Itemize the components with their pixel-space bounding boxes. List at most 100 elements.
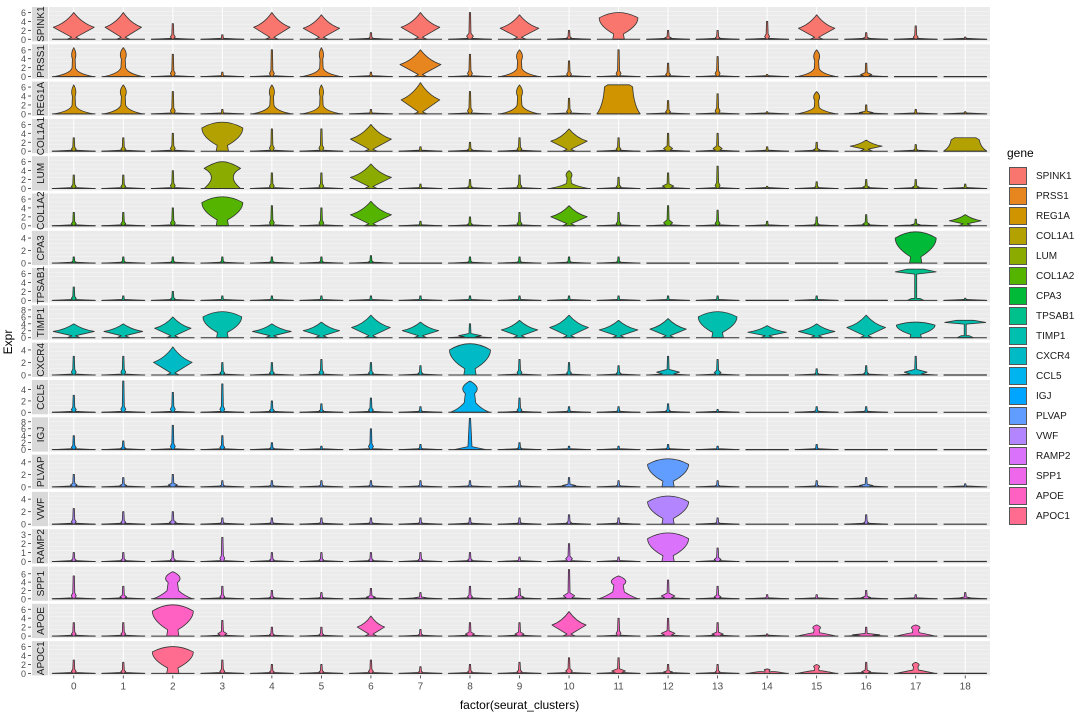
y-tick-label: 0 <box>21 557 26 567</box>
violin <box>598 319 639 339</box>
violin <box>51 435 96 450</box>
violin <box>497 442 542 450</box>
violin <box>398 406 443 413</box>
violin <box>695 409 740 413</box>
violin <box>596 176 641 189</box>
violin <box>794 368 839 376</box>
violin <box>695 547 740 562</box>
y-tick-label: 2 <box>21 138 26 148</box>
violin <box>447 295 493 301</box>
legend-swatch <box>1009 207 1027 225</box>
y-tick-label: 0 <box>21 371 26 381</box>
violin <box>299 626 344 637</box>
violin <box>348 552 393 562</box>
violin <box>646 100 691 115</box>
y-tick-label: 2 <box>21 358 26 368</box>
legend-item-vwf: VWF <box>1003 426 1074 446</box>
violin <box>101 295 146 301</box>
violin <box>546 543 592 562</box>
violin <box>398 592 443 600</box>
violin <box>150 550 195 562</box>
facet-ccl5: CCL5 0 24 <box>21 380 990 418</box>
x-tick-label: 17 <box>910 681 922 692</box>
legend-swatch <box>1009 247 1027 265</box>
violin <box>449 343 491 376</box>
violin <box>253 12 291 40</box>
legend-item-igj: IGJ <box>1003 386 1074 406</box>
violin <box>348 109 393 115</box>
violin <box>497 174 542 189</box>
violin <box>150 256 195 264</box>
x-tick-label: 7 <box>418 681 424 692</box>
violin <box>299 664 344 674</box>
violin <box>849 139 883 152</box>
y-tick-label: 8 <box>21 305 26 315</box>
y-tick-label: 4 <box>21 92 26 102</box>
violin <box>596 517 641 525</box>
violin <box>596 84 641 115</box>
violin <box>299 592 344 600</box>
y-tick-label: 6 <box>21 194 26 204</box>
legend-swatch <box>1009 407 1027 425</box>
violin <box>943 111 988 115</box>
violin <box>252 323 292 339</box>
violin <box>647 495 689 525</box>
violin <box>398 517 443 525</box>
violin <box>447 622 493 637</box>
violin <box>695 56 740 77</box>
violin <box>150 424 195 450</box>
violin <box>596 406 641 413</box>
legend-swatch <box>1009 507 1027 525</box>
legend-item-lum: LUM <box>1003 246 1074 266</box>
legend-swatch <box>1009 367 1027 385</box>
legend-item-cxcr4: CXCR4 <box>1003 346 1074 366</box>
violin <box>546 60 592 77</box>
violin <box>794 443 839 450</box>
y-tick-label: 2 <box>21 175 26 185</box>
violin <box>447 664 493 674</box>
legend-swatch <box>1009 447 1027 465</box>
violin <box>51 174 96 189</box>
violin <box>249 128 294 152</box>
violin <box>546 97 592 115</box>
violin <box>398 295 443 301</box>
violin <box>400 82 441 115</box>
violin <box>249 49 294 77</box>
violin <box>794 216 839 227</box>
violin <box>646 355 691 376</box>
violin <box>500 319 539 339</box>
y-tick-label: 4 <box>21 345 26 355</box>
violin <box>646 205 691 227</box>
violin <box>497 480 542 488</box>
violin <box>596 137 641 152</box>
violin <box>200 362 245 376</box>
violin <box>398 552 443 562</box>
y-tick-label: 4 <box>21 385 26 395</box>
violin <box>943 483 988 488</box>
strip-label: RAMP2 <box>36 529 47 564</box>
strip-label: COL1A1 <box>36 116 47 155</box>
violin <box>894 268 937 301</box>
violin <box>51 473 96 488</box>
y-tick-label: 0 <box>21 632 26 642</box>
violin <box>299 256 344 264</box>
violin <box>200 536 245 562</box>
violin <box>794 406 839 413</box>
violin <box>551 611 587 637</box>
violin <box>101 137 146 152</box>
legend-item-tpsab1: TPSAB1 <box>1003 306 1074 326</box>
violin <box>499 84 540 115</box>
legend-label: SPINK1 <box>1036 170 1072 182</box>
y-tick-label: 6 <box>21 642 26 652</box>
violin <box>150 291 195 301</box>
y-tick-label: 2 <box>21 507 26 517</box>
y-tick-label: 4 <box>21 278 26 288</box>
violin <box>894 231 937 264</box>
violin <box>447 585 493 600</box>
violin <box>447 53 493 77</box>
